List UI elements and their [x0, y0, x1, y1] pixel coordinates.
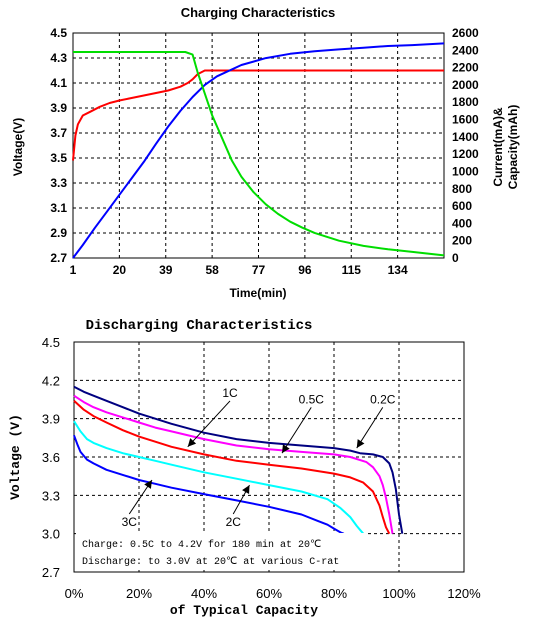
- chart1-x-tick-label: 39: [159, 263, 173, 277]
- chart2-y-tick-label: 4.2: [42, 373, 60, 388]
- chart2-annotation-arrow-line: [281, 407, 312, 454]
- chart2-title: Discharging Characteristics: [86, 318, 313, 334]
- chart1-x-axis-label: Time(min): [229, 286, 286, 300]
- chart2-x-tick-label: 20%: [126, 586, 152, 601]
- chart2-annotation-arrow-line: [356, 407, 384, 449]
- chart1-x-tick-label: 1: [70, 263, 77, 277]
- chart2-note-discharge: Discharge: to 3.0V at 20℃ at various C-r…: [82, 556, 339, 568]
- chart2-annotation-arrow-line: [187, 400, 231, 448]
- chart1-series-line-2: [73, 51, 445, 257]
- chart2-series-line-1: [73, 394, 394, 534]
- chart1-title: Charging Characteristics: [181, 5, 336, 20]
- chart2-x-tick-label: 80%: [321, 586, 347, 601]
- chart2-y-tick-label: 3.3: [42, 488, 60, 503]
- chart2-annotation-arrowhead: [356, 439, 365, 449]
- chart2-y-tick-label: 2.7: [42, 565, 60, 580]
- chart2-annotation-label: 2C: [226, 515, 242, 529]
- chart1-y-ticks: 4.5 4.3 4.1 3.9 3.7 3.5 3.3 3.1 2.9 2.7: [50, 26, 67, 265]
- chart2-note-box: [76, 533, 368, 569]
- chart1-x-ticks: 1 20 39 58 77 96 115 134: [70, 263, 408, 277]
- chart2-y-tick-label: 4.5: [42, 335, 60, 350]
- chart2-series-line-4: [73, 434, 345, 535]
- chart1-y-tick-label: 2.9: [50, 226, 67, 240]
- chart2-annotation-arrowhead: [242, 485, 250, 495]
- chart1-x-tick-label: 77: [252, 263, 266, 277]
- chart2-annotation-label: 3C: [122, 515, 138, 529]
- chart1-y2-tick-label: 1800: [452, 95, 479, 109]
- chart2-y-tick-label: 3.6: [42, 450, 60, 465]
- chart1-y-tick-label: 4.5: [50, 26, 67, 40]
- chart1-y2-tick-label: 1600: [452, 113, 479, 127]
- chart1-y2-tick-label: 200: [452, 234, 472, 248]
- chart2-y-axis-label: Voltage (V): [8, 414, 23, 500]
- chart1-plot-area: [72, 32, 445, 259]
- chart1-grid: [73, 33, 444, 258]
- chart1-y2-axis-label-line2: Capacity(mAh): [506, 105, 520, 190]
- chart2-x-tick-label: 0%: [65, 586, 84, 601]
- chart1-y-tick-label: 3.1: [50, 201, 67, 215]
- chart1-y-tick-label: 4.3: [50, 51, 67, 65]
- chart2-annotation-label: 1C: [222, 386, 238, 400]
- chart1-y2-ticks: 2600240022002000180016001400120010008006…: [452, 26, 479, 265]
- chart1-y2-tick-label: 2200: [452, 61, 479, 75]
- chart1-y-tick-label: 3.5: [50, 151, 67, 165]
- chart1-y2-tick-label: 2600: [452, 26, 479, 40]
- chart1-y2-axis-label-line1: Current(mA)&: [491, 107, 505, 187]
- chart1-series-line-0: [72, 69, 444, 161]
- chart2-annotations: 1C 0.5C 0.2C 3C 2C: [122, 386, 396, 529]
- chart2-series-line-0: [73, 385, 404, 534]
- chart2-annotation-arrowhead: [144, 480, 152, 489]
- chart1-y2-tick-label: 1000: [452, 164, 479, 178]
- chart1-y-tick-label: 3.3: [50, 176, 67, 190]
- chart2-x-axis-label: of Typical Capacity: [170, 603, 318, 618]
- chart1-y-tick-label: 4.1: [50, 76, 67, 90]
- chart1-y2-tick-label: 2400: [452, 43, 479, 57]
- chart2-y-tick-label: 3.0: [42, 527, 60, 542]
- chart1-y-tick-label: 2.7: [50, 251, 67, 265]
- chart1-x-tick-label: 20: [113, 263, 127, 277]
- chart1-series-line-1: [72, 42, 445, 259]
- chart1-x-tick-label: 115: [342, 263, 362, 277]
- chart1-x-tick-label: 134: [388, 263, 408, 277]
- chart2-x-tick-label: 100%: [382, 586, 416, 601]
- chart1-y2-tick-label: 1400: [452, 130, 479, 144]
- chart1-y2-tick-label: 1200: [452, 147, 479, 161]
- chart2-x-tick-label: 120%: [447, 586, 481, 601]
- chart2-series: [73, 385, 404, 535]
- chart1-x-tick-label: 96: [298, 263, 312, 277]
- chart1-y2-tick-label: 2000: [452, 78, 479, 92]
- chart2-note-charge: Charge: 0.5C to 4.2V for 180 min at 20℃: [82, 539, 321, 551]
- chart1-y-tick-label: 3.9: [50, 101, 67, 115]
- chart1-y2-tick-label: 800: [452, 182, 472, 196]
- chart1-series: [72, 42, 445, 259]
- chart2-annotation-label: 0.5C: [299, 392, 325, 406]
- chart2-x-tick-label: 60%: [256, 586, 282, 601]
- chart2-grid: [74, 342, 464, 572]
- chart1-y2-tick-label: 600: [452, 199, 472, 213]
- chart2-x-tick-label: 40%: [191, 586, 217, 601]
- chart1-y-axis-label: Voltage(V): [11, 118, 25, 176]
- chart2-y-tick-label: 3.9: [42, 412, 60, 427]
- chart2-annotation-label: 0.2C: [370, 392, 396, 406]
- chart1-x-tick-label: 58: [205, 263, 219, 277]
- chart2-series-line-3: [73, 420, 365, 535]
- chart2-x-ticks: 0% 20% 40% 60% 80% 100% 120%: [65, 586, 481, 601]
- chart1-y-tick-label: 3.7: [50, 126, 67, 140]
- chart1-y2-tick-label: 0: [452, 251, 459, 265]
- chart2-y-ticks: 4.5 4.2 3.9 3.6 3.3 3.0 2.7: [42, 335, 60, 580]
- chart2-series-line-2: [73, 400, 391, 535]
- chart2-annotation-arrowhead: [282, 444, 290, 454]
- chart1-y2-tick-label: 400: [452, 216, 472, 230]
- chart2-annotation-arrowhead: [187, 438, 197, 447]
